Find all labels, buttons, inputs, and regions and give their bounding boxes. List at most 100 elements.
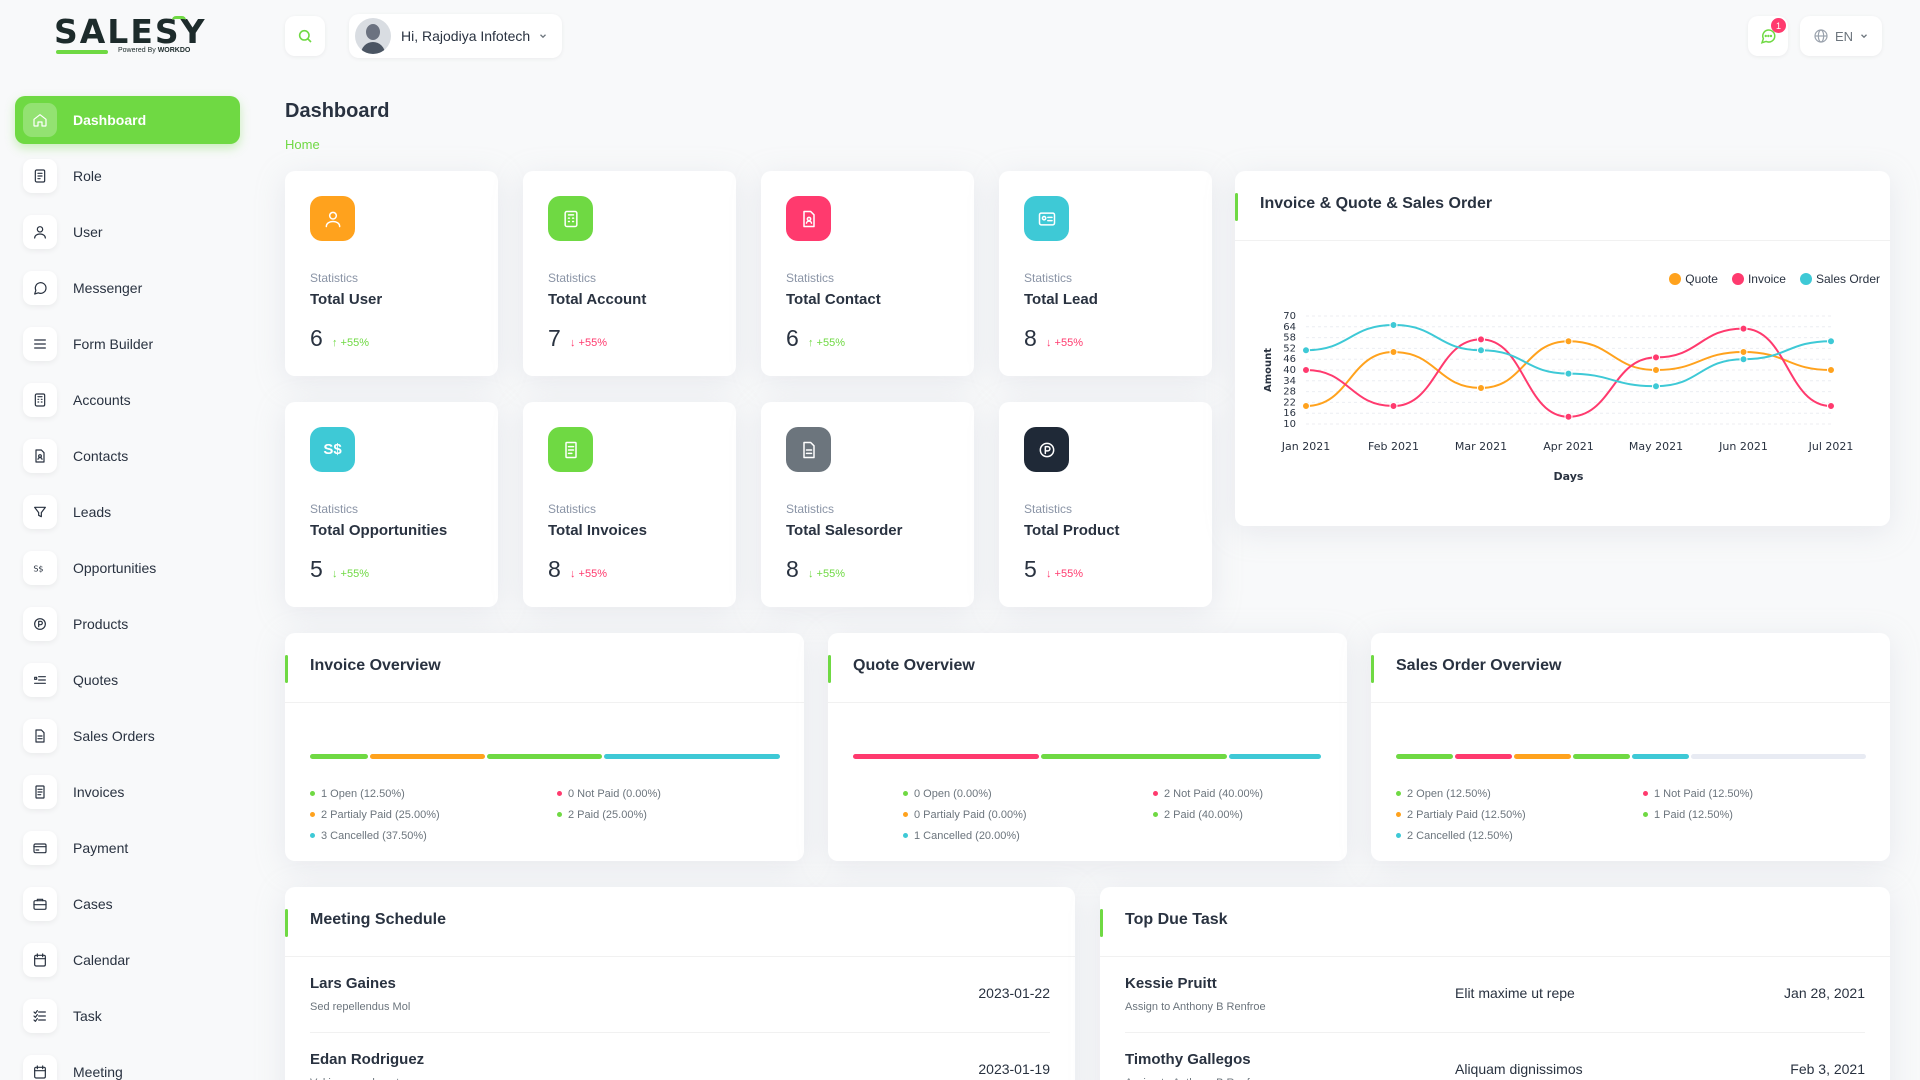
meeting-row[interactable]: Lars Gaines Sed repellendus Mol 2023-01-22: [310, 957, 1050, 1033]
stat-icon-badge: [1024, 196, 1069, 241]
legend-item-sales-order[interactable]: Sales Order: [1799, 272, 1880, 286]
overview-legend-item: 2 Paid (40.00%): [1153, 804, 1263, 825]
chevron-down-icon: [540, 34, 547, 39]
overview-legend-item: 2 Paid (25.00%): [557, 804, 661, 825]
sidebar-item-role[interactable]: Role: [15, 152, 240, 200]
x-tick-label: Jan 2021: [1281, 440, 1330, 453]
x-tick-label: Mar 2021: [1455, 440, 1507, 453]
form-builder-icon: [34, 339, 46, 349]
sidebar-item-task[interactable]: Task: [15, 992, 240, 1040]
accounts-icon: [34, 393, 46, 407]
x-tick-label: Feb 2021: [1368, 440, 1419, 453]
progress-segment: [370, 754, 485, 759]
sidebar-item-meeting[interactable]: Meeting: [15, 1048, 240, 1080]
meeting-name: Edan Rodriguez: [310, 1051, 425, 1068]
legend-dot: [310, 833, 315, 838]
data-point: [1389, 402, 1398, 410]
legend-label: Invoice: [1747, 272, 1786, 286]
overview-legend-item: 1 Cancelled (20.00%): [903, 825, 1027, 846]
task-row[interactable]: Timothy Gallegos Assign to Anthony B Renf…: [1125, 1033, 1865, 1080]
sidebar-item-sales-orders[interactable]: Sales Orders: [15, 712, 240, 760]
legend-pct: (0.00%): [988, 808, 1027, 821]
sidebar-item-cases[interactable]: Cases: [15, 880, 240, 928]
sidebar-item-products[interactable]: Products: [15, 600, 240, 648]
legend-dot: [1643, 791, 1648, 796]
legend-pct: (12.50%): [1481, 808, 1526, 821]
legend-item-quote[interactable]: Quote: [1669, 272, 1718, 286]
logo[interactable]: SALESY Powered By WORKDO: [54, 10, 205, 60]
legend-pct: (0.00%): [953, 787, 992, 800]
nav-icon-wrap: [23, 775, 57, 809]
user-menu[interactable]: Hi, Rajodiya Infotech: [349, 14, 563, 58]
overview-legend-item: 2 Not Paid (40.00%): [1153, 783, 1263, 804]
stat-icon-badge: [310, 196, 355, 241]
sidebar-item-calendar[interactable]: Calendar: [15, 936, 240, 984]
product-icon: [1039, 442, 1054, 457]
sidebar-item-user[interactable]: User: [15, 208, 240, 256]
task-row[interactable]: Kessie Pruitt Assign to Anthony B Renfroe…: [1125, 957, 1865, 1033]
stat-icon-badge: S$: [310, 427, 355, 472]
sidebar-item-label: Payment: [73, 840, 129, 856]
overview-legend-item: 0 Partialy Paid (0.00%): [903, 804, 1027, 825]
stat-title: Total Opportunities: [310, 522, 448, 539]
legend-pct: (12.50%): [1688, 808, 1733, 821]
sidebar-item-invoices[interactable]: Invoices: [15, 768, 240, 816]
sidebar-item-opportunities[interactable]: S$ Opportunities: [15, 544, 240, 592]
sidebar-item-payment[interactable]: Payment: [15, 824, 240, 872]
stat-card-total-user: Statistics Total User 6 ↑ +55%: [285, 171, 498, 376]
overview-legend-right: 1 Not Paid (12.50%) 1 Paid (12.50%): [1643, 783, 1753, 825]
chevron-down-icon: [1861, 34, 1867, 39]
sidebar-item-accounts[interactable]: Accounts: [15, 376, 240, 424]
sidebar-item-messenger[interactable]: Messenger: [15, 264, 240, 312]
stat-caption: Statistics: [1024, 502, 1073, 516]
overview-legend-item: 1 Not Paid (12.50%): [1643, 783, 1753, 804]
data-point: [1739, 355, 1748, 364]
task-assignee: Assign to Anthony B Renfroe: [1125, 1077, 1266, 1080]
stat-value: 8: [1024, 325, 1037, 351]
search-button[interactable]: [285, 16, 325, 56]
sidebar-item-label: Sales Orders: [73, 728, 155, 744]
stat-title: Total Invoices: [548, 522, 647, 539]
data-point: [1302, 346, 1310, 355]
stat-card-total-salesorder: Statistics Total Salesorder 8 ↓ +55%: [761, 402, 974, 607]
stat-icon-badge: [1024, 427, 1069, 472]
data-point: [1827, 337, 1835, 346]
overview-legend-left: 0 Open (0.00%) 0 Partialy Paid (0.00%) 1 C…: [903, 783, 1027, 846]
legend-item-invoice[interactable]: Invoice: [1731, 272, 1786, 286]
stat-delta: ↓ +55%: [1046, 337, 1083, 349]
stat-icon-badge: [548, 427, 593, 472]
language-selector[interactable]: EN: [1800, 16, 1882, 56]
data-point: [1652, 382, 1660, 391]
nav-icon-wrap: [23, 215, 57, 249]
sidebar-item-label: Opportunities: [73, 560, 157, 576]
meeting-row[interactable]: Edan Rodriguez Vel ipsum culpa et 2023-01-…: [310, 1033, 1050, 1080]
sidebar-item-label: Form Builder: [73, 336, 154, 352]
y-tick-label: 46: [1283, 354, 1296, 365]
sidebar-item-leads[interactable]: Leads: [15, 488, 240, 536]
legend-dot: [903, 791, 908, 796]
stat-card-total-opportunities: S$ Statistics Total Opportunities 5 ↓ +55%: [285, 402, 498, 607]
overview-legend-item: 1 Open (12.50%): [310, 783, 440, 804]
card-header: Meeting Schedule: [285, 887, 1075, 957]
stat-caption: Statistics: [548, 271, 597, 285]
legend-label: 0 Not Paid: [568, 787, 620, 800]
legend-pct: (25.00%): [395, 808, 440, 821]
sidebar-item-dashboard[interactable]: Dashboard: [15, 96, 240, 144]
data-point: [1652, 366, 1660, 374]
notifications-button[interactable]: 1: [1748, 16, 1788, 56]
sidebar-item-quotes[interactable]: Quotes: [15, 656, 240, 704]
top-due-task-title: Top Due Task: [1125, 911, 1228, 928]
progress-segment: [1573, 754, 1630, 759]
meeting-schedule-title: Meeting Schedule: [310, 911, 447, 928]
stat-caption: Statistics: [786, 271, 835, 285]
data-point: [1739, 324, 1748, 333]
invoice-icon: [564, 441, 577, 458]
contacts-icon: [35, 449, 45, 463]
sidebar-item-contacts[interactable]: Contacts: [15, 432, 240, 480]
data-point: [1477, 346, 1485, 355]
legend-label: 1 Not Paid: [1654, 787, 1706, 800]
breadcrumb[interactable]: Home: [285, 137, 320, 152]
task-description: Aliquam dignissimos: [1455, 1061, 1583, 1077]
sidebar-item-form-builder[interactable]: Form Builder: [15, 320, 240, 368]
legend-label: 2 Partialy Paid: [321, 808, 392, 821]
